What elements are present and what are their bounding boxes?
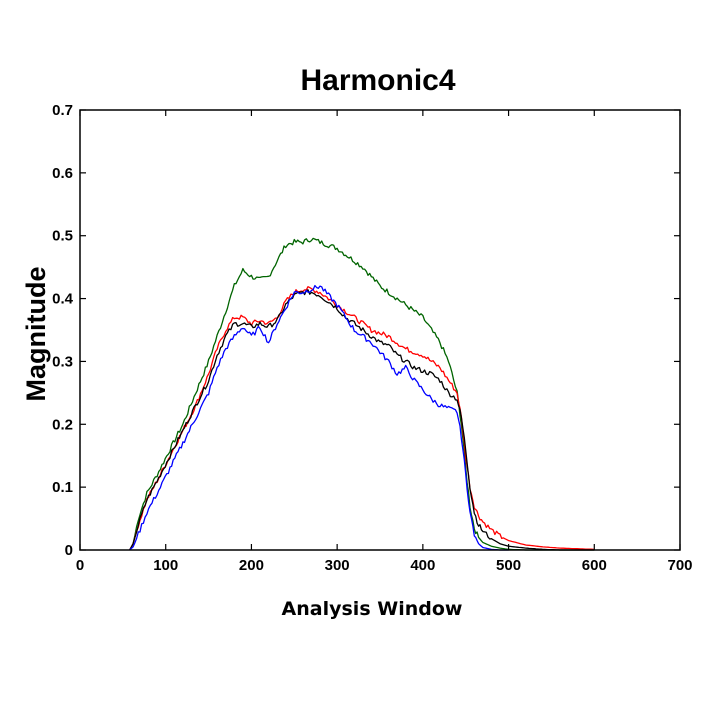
series-line-3 [129,289,595,551]
series-line-4 [129,284,509,551]
x-tick-label: 400 [410,557,435,574]
y-tick-label: 0.4 [52,291,74,308]
y-tick-label: 0.2 [52,416,73,433]
plot-frame [79,109,681,551]
x-tick-label: 200 [239,557,264,574]
y-tick-label: 0.5 [52,228,73,245]
y-tick-label: 0.7 [52,102,73,119]
y-axis-label: Magnitude [21,267,51,402]
x-axis-label: Analysis Window [282,598,463,620]
ticks-layer: 0 100 200 300 400 500 600 700 0 0.1 0.2 0.3 0.4 0.5 0.… [52,102,692,574]
y-tick-label: 0 [65,542,73,559]
y-tick-label: 0.6 [52,165,73,182]
x-tick-label: 0 [76,557,84,574]
x-tick-label: 100 [153,557,178,574]
x-tick-label: 500 [496,557,521,574]
y-tick-label: 0.3 [52,353,73,370]
x-tick-label: 600 [582,557,607,574]
y-tick-label: 0.1 [52,479,73,496]
chart-title: Harmonic4 [300,64,455,97]
x-tick-label: 300 [325,557,350,574]
x-tick-label: 700 [667,557,692,574]
series-line-2 [129,286,595,551]
